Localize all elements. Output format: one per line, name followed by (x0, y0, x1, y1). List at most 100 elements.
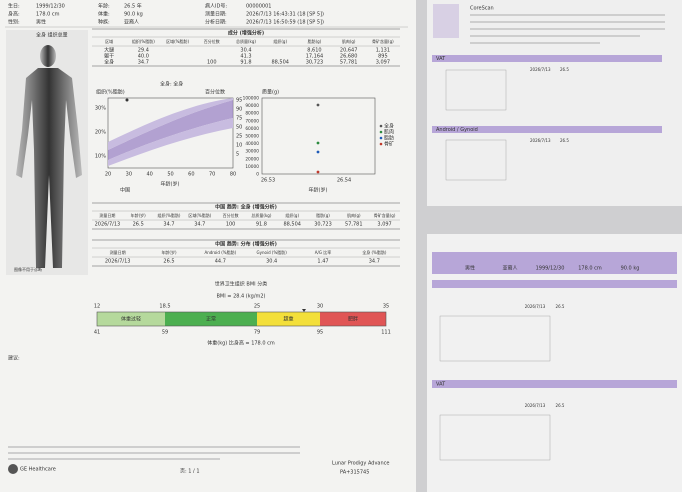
table-cell: 1,131 (376, 48, 390, 54)
table-cell: 2026/7/13 (105, 259, 131, 265)
table-cell: 全身 (104, 59, 114, 66)
brand: GE Healthcare (20, 467, 56, 473)
column-header: 骨矿含量(g) (374, 212, 396, 218)
table-cell: 躯干 (104, 53, 114, 60)
y-tick-label: 20% (95, 130, 106, 136)
column-header: 百分位数 (223, 212, 239, 218)
x-tick-label: 30 (126, 172, 132, 178)
column-header: 区域 (105, 38, 113, 44)
header-label: 病人ID号: (205, 3, 227, 10)
legend-swatch (379, 142, 383, 146)
axis-title: 年龄(岁) (161, 181, 180, 188)
rb-cell: 26.5 (556, 304, 565, 309)
table-cell: 30,723 (314, 222, 332, 228)
rb-patient-cell: 178.0 cm (578, 266, 602, 272)
y-tick-label: 70000 (245, 118, 259, 124)
y-tick-label: 90000 (245, 103, 259, 109)
table-cell: 2026/7/13 (95, 222, 121, 228)
bmi-bottom-tick: 59 (162, 330, 168, 336)
header-label: 性别: (8, 19, 20, 26)
right-tick-label: 25 (236, 134, 242, 140)
bmi-segment: 体重过轻 (121, 316, 141, 323)
rt-paragraph (470, 14, 665, 44)
table-cell: 8,610 (307, 48, 321, 54)
column-header: 总质量(kg) (251, 212, 271, 218)
legend-label: 肌肉 (384, 129, 394, 136)
column-header: Android (%脂肪) (204, 249, 236, 255)
bmi-title: 世界卫生组织 BMI 分类 (215, 281, 267, 288)
header-label: 身高: (8, 11, 20, 18)
legend-label: 骨矿 (384, 141, 394, 148)
reference-label: 中国 (120, 187, 130, 194)
bmi-top-tick: 25 (254, 304, 260, 310)
right-tick-label: 10 (236, 143, 242, 149)
y-tick-label: 30% (95, 106, 106, 112)
table-cell: 91.8 (240, 60, 251, 66)
fat-chart (107, 97, 234, 169)
rt-band (432, 55, 662, 62)
column-header: 组织(g) (285, 212, 299, 218)
table-cell: 30.4 (266, 259, 277, 265)
y-tick-label: 50000 (245, 134, 259, 140)
y-tick-label: 60000 (245, 126, 259, 132)
table-title: 成分 (增强分析) (228, 30, 264, 37)
serial: PA+315745 (340, 470, 369, 476)
header-value: 26.5 年 (124, 3, 142, 10)
table-cell: 88,504 (271, 60, 289, 66)
rb-cell: 26.5 (556, 403, 565, 408)
bmi-bottom-tick: 111 (381, 330, 391, 336)
rt-band (432, 126, 662, 133)
column-header: 组织(%脂肪) (158, 212, 181, 218)
advice: 建议: (8, 355, 20, 362)
rb-patient-cell: 1999/12/30 (536, 266, 565, 272)
table-cell: 3,097 (377, 222, 391, 228)
table-cell: 34.7 (369, 259, 380, 265)
bmi-top-tick: 18.5 (159, 304, 170, 310)
bmi-bottom-tick: 79 (254, 330, 260, 336)
y-tick-label: 80000 (245, 111, 259, 117)
column-header: 组织(g) (273, 38, 287, 44)
x-tick-label: 26.54 (337, 178, 351, 184)
table-cell: 895 (378, 54, 388, 60)
table-cell: 40.0 (138, 54, 149, 60)
header-value: 178.0 cm (36, 12, 60, 18)
right-tick-label: 5 (236, 152, 239, 158)
bmi-segment: 正常 (206, 316, 216, 323)
rt-cell: 26.5 (560, 67, 569, 72)
rt-cell: 26.5 (560, 138, 569, 143)
x-tick-label: 70 (209, 172, 215, 178)
table-cell: 41.3 (240, 54, 251, 60)
image-caption: 图像不用于诊断 (14, 266, 42, 272)
rb-patient-cell: 男性 (465, 265, 475, 272)
table-cell: 26,680 (340, 54, 358, 60)
column-header: 测量日期 (110, 249, 126, 255)
header-value: 1999/12/30 (36, 4, 65, 10)
rb-patient-cell: 亚裔人 (502, 265, 517, 272)
table-cell: 30.4 (240, 48, 251, 54)
legend-label: 脂肪 (384, 135, 394, 142)
column-header: 全身 (%脂肪) (362, 249, 387, 255)
image-label: 全身 组织总量 (36, 32, 68, 39)
axis-title: 组织(%脂肪) (96, 89, 125, 96)
axis-title: 年龄(岁) (309, 187, 328, 194)
table-cell: 100 (207, 60, 217, 66)
x-tick-label: 60 (188, 172, 194, 178)
rb-cell: 2026/7/13 (525, 304, 546, 309)
column-header: 脂肪(g) (316, 212, 330, 218)
rt-cell: 2026/7/13 (530, 67, 551, 72)
header-value: 90.0 kg (124, 12, 143, 18)
bmi-top-tick: 30 (317, 304, 323, 310)
column-header: 骨矿含量(g) (372, 38, 394, 44)
x-tick-label: 20 (105, 172, 111, 178)
table-cell: 3,097 (376, 60, 390, 66)
right-tick-label: 95 (236, 98, 242, 104)
y-tick-label: 0 (256, 172, 259, 178)
rb-band (432, 280, 677, 288)
header-value: 亚裔人 (124, 19, 139, 26)
table-title: 中国 趋势: 全身 (增强分析) (215, 204, 277, 211)
header-label: 年龄: (98, 3, 110, 10)
legend-swatch (379, 130, 383, 134)
right-tick-label: 90 (236, 107, 242, 113)
right-bottom-page (427, 234, 682, 492)
